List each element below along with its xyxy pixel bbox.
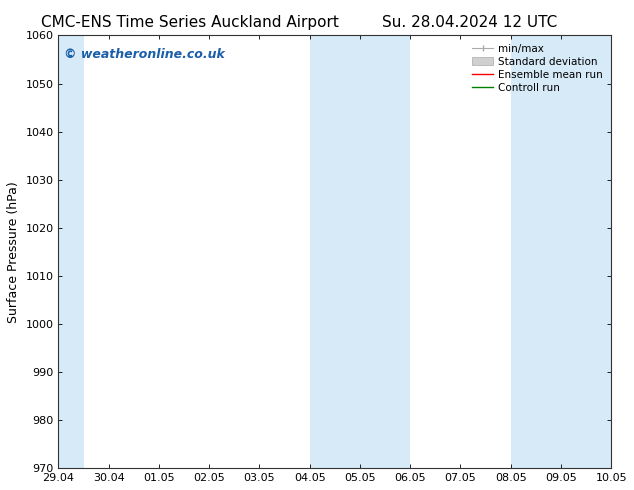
Text: Su. 28.04.2024 12 UTC: Su. 28.04.2024 12 UTC (382, 15, 557, 30)
Y-axis label: Surface Pressure (hPa): Surface Pressure (hPa) (7, 181, 20, 323)
Bar (53, 35, 84, 468)
Text: CMC-ENS Time Series Auckland Airport: CMC-ENS Time Series Auckland Airport (41, 15, 339, 30)
Bar (511, 35, 616, 468)
Legend: min/max, Standard deviation, Ensemble mean run, Controll run: min/max, Standard deviation, Ensemble me… (469, 41, 606, 96)
Bar (310, 35, 410, 468)
Text: © weatheronline.co.uk: © weatheronline.co.uk (64, 49, 225, 61)
